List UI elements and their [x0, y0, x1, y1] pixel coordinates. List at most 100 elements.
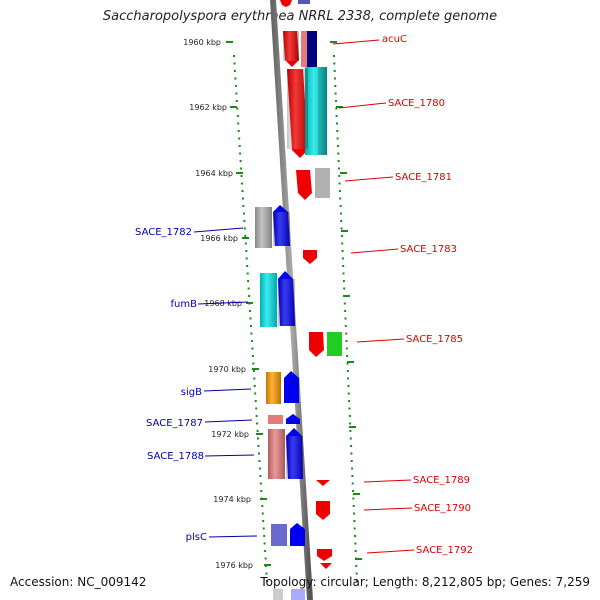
track-dot	[351, 482, 354, 485]
gene-partial-bottom-blue	[291, 589, 305, 600]
gene-label-SACE_1781[interactable]: SACE_1781	[395, 172, 452, 183]
gene-SACE_1792-partial	[320, 563, 332, 569]
gene-acuC-adjacent-navy	[307, 31, 317, 67]
track-dot	[233, 62, 236, 65]
track-dot	[258, 452, 260, 455]
gene-SACE_1787[interactable]	[286, 414, 300, 424]
gene-label-SACE_1789[interactable]: SACE_1789	[413, 475, 470, 486]
track-dot	[239, 160, 242, 162]
track-dot	[341, 242, 344, 245]
track-dot	[349, 430, 352, 432]
track-dot	[339, 212, 342, 215]
track-dot	[341, 250, 344, 252]
gene-SACE_1792[interactable]	[317, 549, 332, 561]
track-dot	[257, 437, 259, 440]
track-dot	[355, 572, 358, 575]
track-dot	[336, 122, 338, 125]
gene-label-SACE_1790[interactable]: SACE_1790	[414, 503, 471, 514]
gene-partial-top-slate	[298, 0, 310, 4]
gene-SACE_1785[interactable]	[309, 332, 324, 357]
track-dot	[249, 310, 251, 312]
gene-label-acuC[interactable]: acuC	[382, 34, 407, 45]
track-dot	[334, 85, 337, 87]
track-dot	[346, 370, 349, 372]
track-dot	[352, 490, 355, 492]
tick-label: 1966 kbp	[200, 234, 238, 243]
track-dot	[238, 137, 241, 140]
track-dot	[241, 190, 244, 192]
track-dot	[350, 452, 353, 455]
tick-label: 1962 kbp	[189, 103, 227, 112]
gene-label-SACE_1782[interactable]: SACE_1782	[135, 227, 192, 238]
gene-label-SACE_1785[interactable]: SACE_1785	[406, 334, 463, 345]
track-dot	[354, 535, 356, 537]
gene-SACE_1790[interactable]	[316, 501, 330, 520]
track-dot	[340, 220, 343, 222]
track-dot	[243, 227, 246, 230]
gene-SACE_1781[interactable]	[296, 170, 312, 200]
gene-partial-top-red	[280, 0, 292, 7]
track-dot	[244, 235, 247, 237]
track-dot	[233, 70, 236, 72]
track-dot	[333, 62, 336, 65]
gene-label-plsC[interactable]: plsC	[186, 532, 207, 543]
tick-label: 1968 kbp	[204, 299, 242, 308]
map-title: Saccharopolyspora erythraea NRRL 2338, c…	[102, 9, 498, 24]
track-dot	[351, 467, 354, 470]
track-dot	[259, 482, 262, 485]
gene-sigB[interactable]	[284, 371, 299, 403]
tick-label: 1972 kbp	[211, 430, 249, 439]
track-dot	[258, 467, 261, 470]
track-dot	[244, 242, 247, 245]
track-dot	[346, 362, 349, 365]
track-dot	[240, 175, 243, 177]
track-dot	[245, 250, 248, 252]
track-dot	[253, 377, 256, 380]
track-dot	[353, 527, 356, 530]
gene-label-SACE_1787[interactable]: SACE_1787	[146, 418, 203, 429]
track-dot	[341, 257, 344, 260]
track-dot	[334, 92, 337, 95]
track-dot	[247, 280, 250, 282]
tick-label: 1976 kbp	[215, 561, 253, 570]
track-dot	[336, 130, 339, 132]
track-dot	[342, 265, 345, 267]
track-dot	[266, 580, 268, 582]
track-dot	[234, 85, 237, 87]
gene-plsC[interactable]	[290, 523, 305, 546]
gene-SACE_1789[interactable]	[316, 480, 330, 486]
gene-label-SACE_1792[interactable]: SACE_1792	[416, 545, 473, 556]
track-dot	[350, 460, 353, 462]
track-dot	[254, 400, 257, 402]
gene-label-SACE_1780[interactable]: SACE_1780	[388, 98, 445, 109]
track-dot	[265, 572, 268, 575]
track-dot	[337, 152, 340, 155]
gene-label-fumB[interactable]: fumB	[171, 299, 198, 310]
gene-label-sigB[interactable]: sigB	[181, 387, 202, 398]
track-dot	[248, 295, 251, 297]
track-dot	[334, 77, 336, 80]
track-dot	[335, 115, 338, 117]
track-dot	[264, 557, 267, 560]
gene-label-SACE_1788[interactable]: SACE_1788	[147, 451, 204, 462]
track-dot	[243, 220, 246, 222]
track-dot	[241, 182, 243, 185]
track-dot	[335, 107, 338, 110]
track-dot	[247, 287, 250, 290]
tick-marks	[226, 41, 362, 566]
track-dot	[336, 145, 339, 147]
gene-SACE_1783[interactable]	[303, 250, 317, 264]
track-dot	[355, 565, 358, 567]
track-dot	[349, 422, 352, 425]
track-dot	[339, 197, 342, 200]
gene-shading	[255, 31, 327, 479]
gene-label-SACE_1783[interactable]: SACE_1783	[400, 244, 457, 255]
gene-plsC-slate	[271, 524, 287, 546]
track-dot	[343, 302, 346, 305]
track-dot	[333, 55, 335, 57]
gene-acuC-adjacent-pink	[301, 31, 307, 67]
track-dot	[263, 542, 266, 545]
tick-label: 1974 kbp	[213, 495, 251, 504]
track-dot	[356, 580, 358, 582]
